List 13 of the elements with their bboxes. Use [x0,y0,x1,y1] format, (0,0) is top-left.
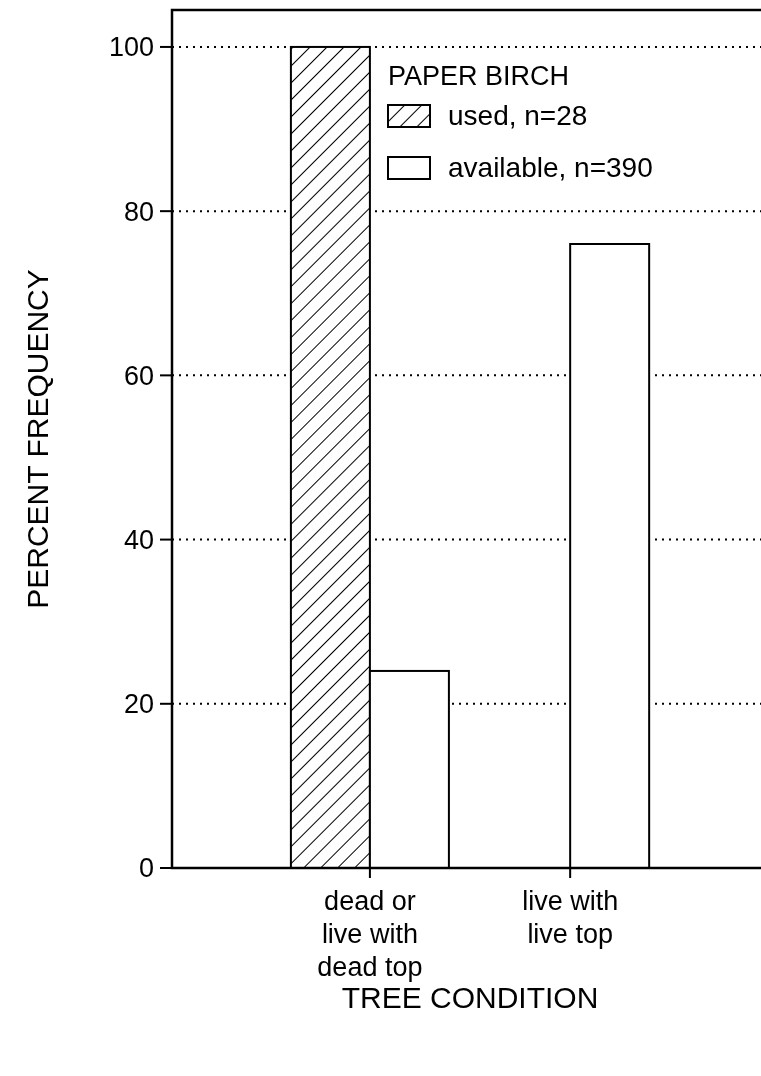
y-tick-label: 40 [123,525,154,556]
x-tick-label: dead or live with dead top [317,886,423,982]
y-tick-label: 60 [123,360,154,391]
legend-label: available, n=390 [448,152,653,183]
y-tick-label: 0 [138,853,154,884]
x-axis-title: TREE CONDITION [341,981,599,1014]
y-axis-title: PERCENT FREQUENCY [21,269,54,609]
y-tick-label: 100 [108,32,154,63]
y-tick-label: 20 [123,689,154,720]
y-tick-label: 80 [123,196,154,227]
legend-label: used, n=28 [448,100,588,131]
x-tick-label: live with live top [522,886,619,949]
legend-title: PAPER BIRCH [388,61,570,91]
